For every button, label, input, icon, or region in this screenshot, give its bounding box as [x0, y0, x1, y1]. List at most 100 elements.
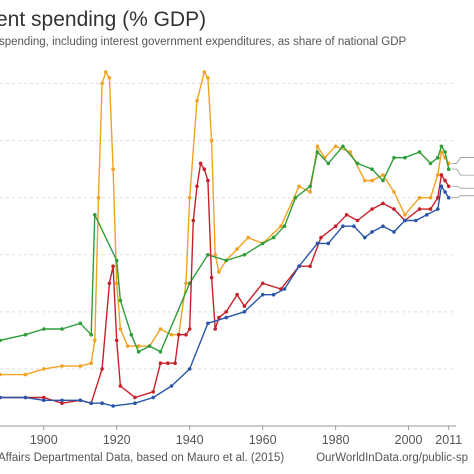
data-point[interactable] — [217, 315, 221, 320]
data-point[interactable] — [308, 190, 312, 194]
data-point[interactable] — [202, 70, 207, 74]
data-point[interactable] — [136, 344, 141, 348]
data-point[interactable] — [89, 332, 93, 337]
data-point[interactable] — [344, 213, 349, 217]
data-point[interactable] — [235, 292, 239, 297]
data-point[interactable] — [326, 241, 331, 246]
data-point[interactable] — [187, 367, 192, 371]
data-point[interactable] — [428, 207, 433, 211]
data-point[interactable] — [315, 144, 320, 149]
data-point[interactable] — [224, 310, 228, 314]
data-point[interactable] — [78, 364, 83, 368]
data-point[interactable] — [381, 224, 385, 228]
data-point[interactable] — [184, 281, 188, 286]
data-point[interactable] — [439, 144, 444, 149]
data-point[interactable] — [93, 213, 97, 217]
data-point[interactable] — [355, 218, 360, 223]
data-point[interactable] — [42, 327, 46, 331]
data-point[interactable] — [392, 190, 396, 194]
data-point[interactable] — [23, 332, 28, 337]
data-point[interactable] — [392, 207, 396, 211]
data-point[interactable] — [242, 304, 247, 308]
data-point[interactable] — [370, 167, 374, 171]
data-point[interactable] — [136, 350, 141, 354]
data-point[interactable] — [403, 218, 407, 223]
data-point[interactable] — [436, 173, 440, 177]
data-point[interactable] — [352, 224, 356, 228]
data-point[interactable] — [224, 258, 228, 263]
data-point[interactable] — [209, 138, 214, 143]
data-point[interactable] — [78, 321, 83, 326]
data-point[interactable] — [260, 292, 265, 297]
data-point[interactable] — [42, 395, 46, 400]
data-point[interactable] — [0, 395, 2, 400]
data-point[interactable] — [23, 372, 28, 377]
data-point[interactable] — [0, 372, 2, 377]
data-point[interactable] — [297, 184, 301, 189]
data-point[interactable] — [293, 195, 298, 200]
data-point[interactable] — [111, 167, 115, 171]
data-point[interactable] — [417, 150, 422, 154]
data-point[interactable] — [114, 258, 119, 263]
data-point[interactable] — [114, 338, 119, 343]
data-point[interactable] — [206, 76, 210, 80]
data-point[interactable] — [133, 401, 137, 406]
data-point[interactable] — [381, 178, 385, 183]
data-point[interactable] — [206, 321, 210, 326]
data-point[interactable] — [206, 253, 210, 257]
data-point[interactable] — [333, 144, 338, 149]
data-point[interactable] — [104, 70, 108, 74]
data-point[interactable] — [158, 350, 163, 354]
data-point[interactable] — [89, 361, 93, 366]
data-point[interactable] — [198, 161, 203, 166]
data-point[interactable] — [403, 155, 407, 160]
data-point[interactable] — [443, 190, 447, 194]
data-point[interactable] — [158, 361, 163, 366]
data-point[interactable] — [333, 224, 338, 228]
data-point[interactable] — [341, 224, 345, 228]
data-point[interactable] — [242, 310, 247, 314]
data-point[interactable] — [282, 287, 287, 291]
data-point[interactable] — [315, 241, 320, 246]
data-point[interactable] — [151, 390, 155, 394]
data-point[interactable] — [111, 264, 115, 269]
data-point[interactable] — [282, 224, 287, 228]
data-point[interactable] — [297, 264, 301, 269]
data-point[interactable] — [446, 195, 451, 200]
data-point[interactable] — [279, 224, 283, 228]
data-point[interactable] — [125, 344, 130, 348]
data-point[interactable] — [260, 281, 265, 286]
data-point[interactable] — [166, 361, 170, 366]
data-point[interactable] — [242, 253, 247, 257]
data-point[interactable] — [217, 270, 221, 274]
data-point[interactable] — [100, 81, 104, 86]
data-point[interactable] — [443, 178, 447, 183]
data-point[interactable] — [213, 253, 217, 257]
data-point[interactable] — [133, 395, 137, 400]
data-point[interactable] — [187, 327, 192, 331]
data-point[interactable] — [392, 230, 396, 234]
data-point[interactable] — [403, 213, 407, 217]
data-point[interactable] — [363, 235, 367, 240]
data-point[interactable] — [446, 184, 451, 189]
data-point[interactable] — [417, 195, 422, 200]
data-point[interactable] — [326, 161, 331, 166]
data-point[interactable] — [246, 235, 250, 240]
data-point[interactable] — [428, 161, 433, 166]
data-point[interactable] — [209, 275, 214, 280]
data-point[interactable] — [308, 184, 312, 189]
data-point[interactable] — [100, 367, 104, 371]
data-point[interactable] — [428, 195, 433, 200]
data-point[interactable] — [213, 327, 217, 331]
data-point[interactable] — [118, 298, 123, 303]
data-point[interactable] — [169, 384, 174, 388]
data-point[interactable] — [195, 98, 199, 103]
data-point[interactable] — [271, 292, 276, 297]
data-point[interactable] — [206, 178, 210, 183]
data-point[interactable] — [446, 167, 451, 171]
data-point[interactable] — [319, 235, 323, 240]
data-point[interactable] — [315, 150, 320, 154]
data-point[interactable] — [260, 241, 265, 246]
data-point[interactable] — [370, 207, 374, 211]
data-point[interactable] — [78, 398, 83, 403]
